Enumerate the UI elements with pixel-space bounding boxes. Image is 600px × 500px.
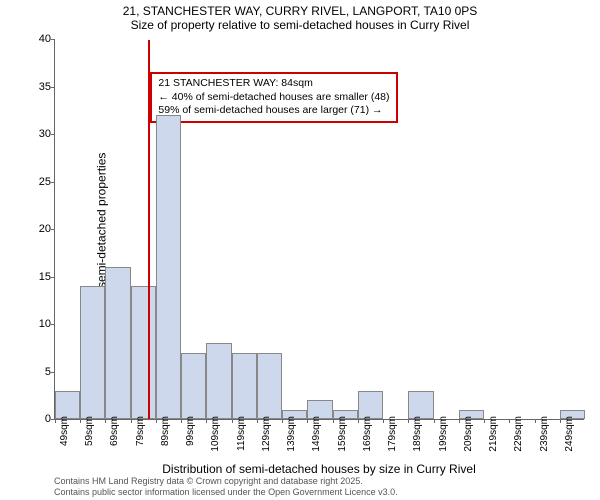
- property-marker-line: [148, 40, 150, 419]
- x-tick-label: 109sqm: [210, 416, 221, 452]
- x-tick-mark: [55, 419, 56, 423]
- footer-line1: Contains HM Land Registry data © Crown c…: [54, 476, 398, 487]
- x-tick-mark: [484, 419, 485, 423]
- x-tick-label: 149sqm: [311, 416, 322, 452]
- histogram-bar: [257, 353, 282, 420]
- annotation-box: 21 STANCHESTER WAY: 84sqm ← 40% of semi-…: [150, 72, 397, 123]
- y-tick: 10: [25, 318, 51, 330]
- annotation-line1: ← 40% of semi-detached houses are smalle…: [158, 91, 389, 105]
- x-tick-label: 119sqm: [236, 416, 247, 451]
- x-tick-label: 169sqm: [362, 416, 373, 452]
- x-tick-mark: [105, 419, 106, 423]
- x-tick-mark: [358, 419, 359, 423]
- y-tick: 0: [25, 413, 51, 425]
- x-tick-mark: [206, 419, 207, 423]
- x-tick-label: 199sqm: [438, 416, 449, 452]
- chart-title-sub: Size of property relative to semi-detach…: [0, 18, 600, 34]
- y-tick: 40: [25, 33, 51, 45]
- x-tick-mark: [383, 419, 384, 423]
- x-tick-label: 89sqm: [160, 416, 171, 446]
- x-tick-mark: [509, 419, 510, 423]
- x-tick-label: 79sqm: [135, 416, 146, 446]
- x-tick-label: 249sqm: [564, 416, 575, 452]
- x-tick-label: 49sqm: [59, 416, 70, 446]
- y-tick: 5: [25, 366, 51, 378]
- x-tick-mark: [560, 419, 561, 423]
- x-tick-mark: [459, 419, 460, 423]
- x-tick-mark: [434, 419, 435, 423]
- x-tick-mark: [408, 419, 409, 423]
- histogram-bar: [105, 267, 130, 419]
- histogram-bar: [55, 391, 80, 420]
- x-axis-label: Distribution of semi-detached houses by …: [54, 462, 584, 476]
- histogram-bar: [181, 353, 206, 420]
- y-tick: 25: [25, 176, 51, 188]
- x-tick-mark: [307, 419, 308, 423]
- x-tick-label: 159sqm: [337, 416, 348, 452]
- x-tick-mark: [131, 419, 132, 423]
- x-tick-mark: [80, 419, 81, 423]
- x-tick-mark: [333, 419, 334, 423]
- chart-container: 21, STANCHESTER WAY, CURRY RIVEL, LANGPO…: [0, 0, 600, 500]
- x-tick-mark: [257, 419, 258, 423]
- x-tick-label: 139sqm: [286, 416, 297, 452]
- x-tick-mark: [232, 419, 233, 423]
- plot-area: 21 STANCHESTER WAY: 84sqm ← 40% of semi-…: [54, 40, 584, 420]
- x-tick-mark: [535, 419, 536, 423]
- histogram-bar: [80, 286, 105, 419]
- y-tick: 35: [25, 81, 51, 93]
- chart-title-main: 21, STANCHESTER WAY, CURRY RIVEL, LANGPO…: [0, 0, 600, 18]
- x-tick-mark: [156, 419, 157, 423]
- histogram-bar: [131, 286, 156, 419]
- x-tick-label: 229sqm: [513, 416, 524, 452]
- x-tick-label: 69sqm: [109, 416, 120, 446]
- x-tick-label: 129sqm: [261, 416, 272, 452]
- y-tick: 30: [25, 128, 51, 140]
- x-tick-label: 239sqm: [539, 416, 550, 452]
- histogram-bar: [232, 353, 257, 420]
- footer-attribution: Contains HM Land Registry data © Crown c…: [54, 476, 398, 498]
- x-tick-label: 189sqm: [412, 416, 423, 452]
- x-tick-label: 209sqm: [463, 416, 474, 452]
- footer-line2: Contains public sector information licen…: [54, 487, 398, 498]
- x-tick-label: 179sqm: [387, 416, 398, 452]
- histogram-bar: [206, 343, 231, 419]
- x-tick-label: 99sqm: [185, 416, 196, 446]
- histogram-bar: [408, 391, 433, 420]
- annotation-line2: 59% of semi-detached houses are larger (…: [158, 104, 389, 118]
- annotation-heading: 21 STANCHESTER WAY: 84sqm: [158, 77, 389, 91]
- histogram-bar: [156, 115, 181, 419]
- y-tick: 20: [25, 223, 51, 235]
- x-tick-mark: [181, 419, 182, 423]
- y-tick: 15: [25, 271, 51, 283]
- x-tick-label: 59sqm: [84, 416, 95, 446]
- x-tick-mark: [282, 419, 283, 423]
- x-tick-label: 219sqm: [488, 416, 499, 452]
- histogram-bar: [358, 391, 383, 420]
